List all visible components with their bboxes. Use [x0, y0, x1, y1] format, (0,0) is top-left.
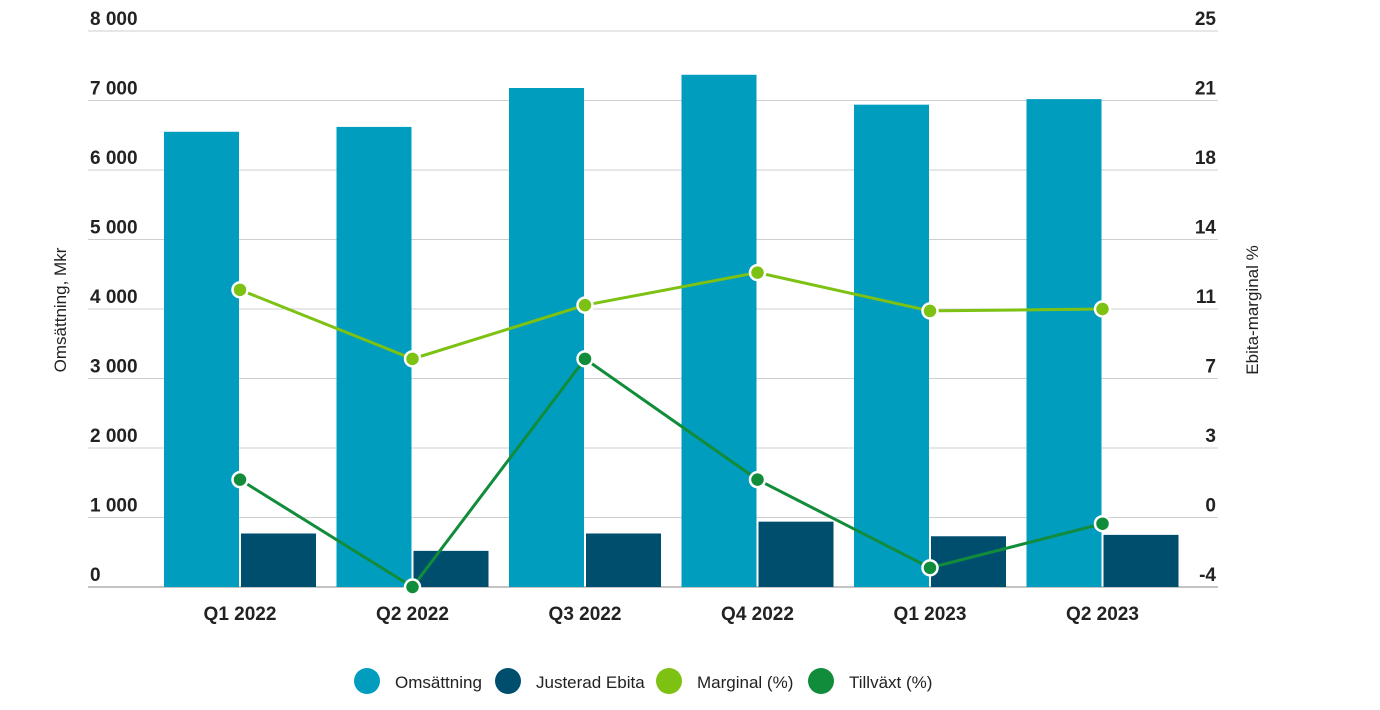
- left-tick-label: 7 000: [90, 79, 138, 100]
- series-line: [239, 271, 1103, 361]
- right-tick-label: -4: [1199, 565, 1216, 586]
- right-axis-title: Ebita-marginal %: [1243, 245, 1262, 374]
- line-point: [1093, 514, 1112, 533]
- line-point: [921, 559, 939, 577]
- right-tick-label: 11: [1196, 287, 1217, 308]
- legend-label: Justerad Ebita: [536, 673, 645, 692]
- line-point: [403, 350, 422, 368]
- x-tick-label: Q1 2023: [894, 604, 967, 625]
- right-tick-label: 7: [1205, 357, 1216, 378]
- right-axis-ticks: -4 0 3 7 11 14 18 21 25: [1195, 9, 1217, 586]
- legend-label: Marginal (%): [697, 673, 793, 692]
- x-tick-label: Q1 2022: [204, 604, 277, 625]
- legend-swatch: [808, 668, 834, 694]
- right-tick-label: 14: [1195, 218, 1217, 239]
- bar: [931, 536, 1006, 587]
- right-tick-label: 0: [1205, 496, 1216, 517]
- bar: [509, 87, 584, 588]
- series-line: [239, 356, 1103, 589]
- line-point: [231, 281, 249, 299]
- legend-swatch: [495, 668, 521, 694]
- right-tick-label: 3: [1205, 426, 1216, 447]
- bar: [1103, 534, 1179, 587]
- line-point: [921, 302, 939, 320]
- bar: [1026, 99, 1102, 588]
- x-tick-label: Q2 2022: [376, 604, 449, 625]
- bar: [241, 533, 316, 587]
- left-tick-label: 3 000: [90, 357, 138, 378]
- right-tick-label: 25: [1195, 9, 1217, 30]
- left-tick-label: 2 000: [90, 426, 138, 447]
- line-point: [403, 578, 422, 596]
- left-tick-label: 6 000: [90, 148, 138, 169]
- left-tick-label: 1 000: [90, 496, 138, 517]
- lines: [231, 263, 1112, 596]
- right-tick-label: 21: [1195, 79, 1217, 100]
- bar: [336, 126, 412, 587]
- legend-label: Tillväxt (%): [849, 673, 932, 692]
- x-tick-label: Q3 2022: [549, 604, 622, 625]
- left-axis-ticks: 0 1 000 2 000 3 000 4 000 5 000 6 000 7 000 8 00…: [90, 9, 138, 586]
- line-point: [748, 470, 767, 489]
- right-tick-label: 18: [1195, 148, 1216, 169]
- legend-swatch: [656, 668, 682, 694]
- line-point: [1093, 300, 1112, 318]
- left-tick-label: 5 000: [90, 218, 138, 239]
- gridlines: [88, 30, 1218, 588]
- bar: [854, 104, 929, 588]
- legend: Omsättning Justerad Ebita Marginal (%) Till…: [354, 668, 932, 694]
- left-tick-label: 4 000: [90, 287, 138, 308]
- line-point: [576, 350, 594, 368]
- left-tick-label: 8 000: [90, 9, 138, 30]
- line-point: [748, 263, 767, 282]
- legend-label: Omsättning: [395, 673, 482, 692]
- bar: [681, 74, 757, 587]
- left-tick-label: 0: [90, 565, 101, 586]
- bar: [586, 533, 661, 587]
- x-axis-ticks: Q1 2022 Q2 2022 Q3 2022 Q4 2022 Q1 2023 Q2 20…: [204, 604, 1139, 625]
- bars: [164, 74, 1179, 588]
- line-point: [576, 296, 594, 314]
- x-tick-label: Q4 2022: [721, 604, 794, 625]
- line-point: [231, 470, 249, 489]
- bar: [164, 131, 239, 587]
- bar: [758, 521, 834, 587]
- left-axis-title: Omsättning, Mkr: [51, 247, 70, 372]
- legend-swatch: [354, 668, 380, 694]
- x-tick-label: Q2 2023: [1066, 604, 1139, 625]
